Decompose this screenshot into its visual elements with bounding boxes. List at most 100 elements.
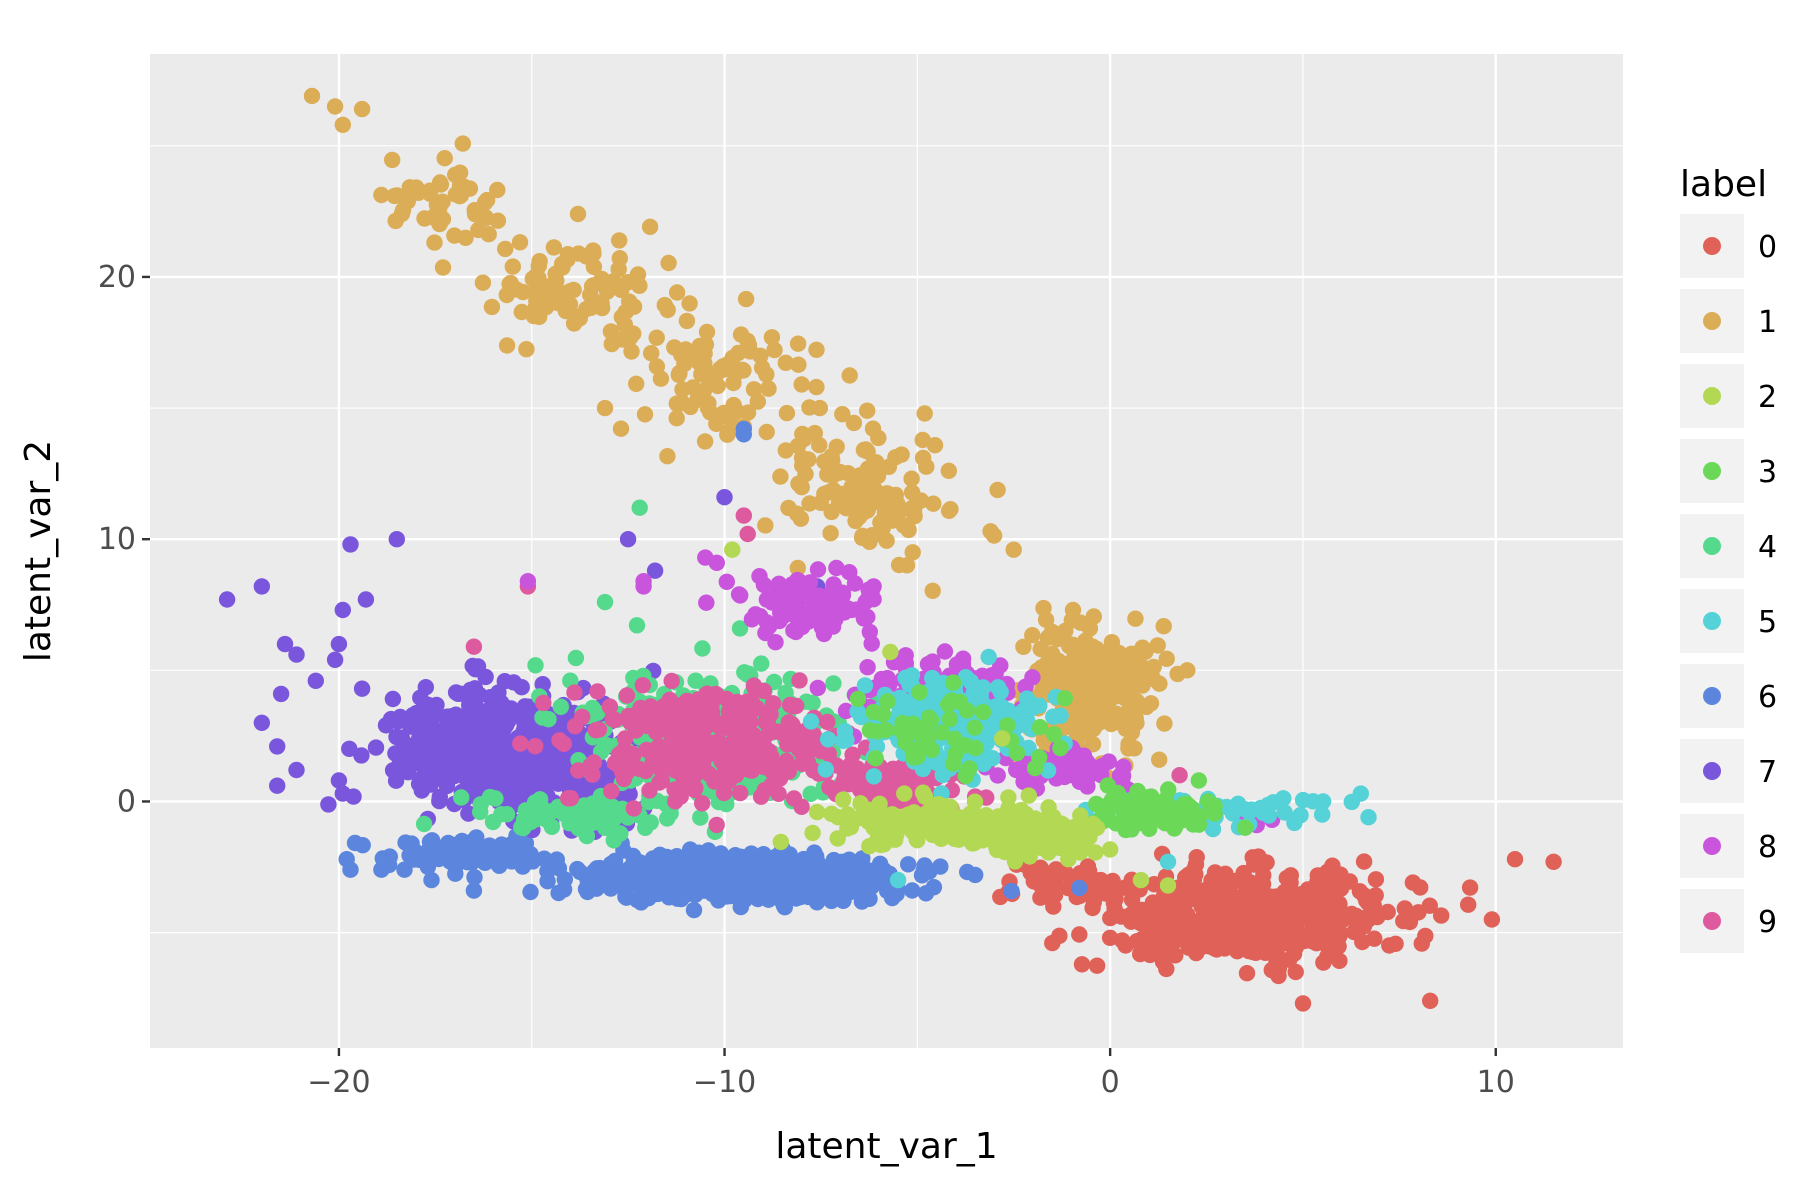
point-label-1 — [585, 245, 602, 262]
point-label-3 — [933, 724, 950, 741]
point-label-0 — [1318, 874, 1335, 891]
point-label-1 — [561, 283, 579, 300]
point-label-1 — [454, 135, 471, 152]
point-label-0 — [1261, 903, 1278, 920]
point-label-1 — [1158, 650, 1175, 667]
point-label-6 — [807, 851, 825, 868]
point-label-3 — [941, 710, 959, 728]
point-label-1 — [497, 240, 514, 258]
point-label-1 — [790, 356, 807, 373]
point-label-2 — [882, 643, 899, 661]
point-label-4 — [753, 655, 770, 672]
point-label-6 — [397, 834, 414, 851]
point-label-1 — [670, 366, 687, 383]
point-label-4 — [472, 803, 489, 821]
point-label-5 — [819, 731, 837, 748]
point-label-3 — [1123, 821, 1140, 838]
point-label-9 — [760, 724, 778, 741]
point-label-3 — [1008, 744, 1026, 762]
point-label-3 — [966, 719, 983, 736]
point-label-8 — [718, 573, 735, 590]
point-label-1 — [698, 323, 716, 341]
point-label-2 — [947, 817, 964, 834]
point-label-0 — [1329, 927, 1346, 944]
point-label-5 — [925, 689, 942, 707]
point-label-1 — [652, 370, 670, 387]
point-label-7 — [505, 674, 522, 691]
point-label-0 — [1310, 926, 1327, 943]
point-label-6 — [761, 870, 778, 887]
point-label-8 — [789, 571, 806, 589]
point-label-8 — [1114, 772, 1131, 789]
point-label-6 — [670, 849, 687, 867]
point-label-9 — [706, 771, 724, 788]
point-label-4 — [567, 649, 585, 667]
point-label-1 — [498, 337, 516, 354]
point-label-5 — [992, 683, 1009, 700]
point-label-1 — [513, 303, 530, 321]
point-label-6 — [730, 871, 748, 888]
point-label-1 — [545, 239, 563, 256]
point-label-9 — [624, 745, 641, 762]
point-label-2 — [1049, 819, 1066, 837]
point-label-5 — [1031, 697, 1048, 714]
point-label-1 — [447, 166, 464, 183]
point-label-1 — [612, 420, 630, 437]
point-label-9 — [604, 710, 621, 728]
point-label-9 — [465, 638, 483, 655]
point-label-8 — [785, 604, 802, 622]
point-label-0 — [1369, 908, 1386, 926]
point-label-2 — [1013, 801, 1030, 819]
point-label-8 — [708, 554, 725, 571]
point-label-7 — [253, 578, 270, 595]
point-label-0 — [1154, 917, 1172, 935]
point-label-3 — [1166, 820, 1183, 837]
point-label-9 — [791, 672, 808, 689]
point-label-2 — [1087, 844, 1104, 861]
point-label-9 — [762, 747, 780, 765]
point-label-6 — [506, 840, 523, 857]
point-label-1 — [777, 354, 794, 371]
point-label-4 — [605, 810, 623, 828]
point-label-7 — [422, 776, 439, 793]
point-label-1 — [925, 495, 942, 512]
legend-label: 7 — [1758, 755, 1777, 790]
y-tick-label: 10 — [98, 522, 136, 557]
point-label-1 — [461, 180, 479, 197]
point-label-6 — [606, 852, 624, 870]
point-label-6 — [850, 882, 868, 899]
point-label-2 — [1159, 877, 1177, 894]
legend-item-6: 6 — [1680, 664, 1777, 728]
x-tick-label: 10 — [1477, 1065, 1515, 1100]
point-label-9 — [686, 781, 703, 799]
point-label-7 — [538, 748, 555, 766]
point-label-4 — [453, 789, 470, 806]
point-label-1 — [737, 290, 755, 308]
point-label-0 — [1331, 952, 1348, 969]
point-label-5 — [900, 694, 917, 711]
point-label-1 — [524, 270, 541, 287]
point-label-1 — [903, 484, 921, 501]
point-label-3 — [957, 767, 974, 785]
point-label-8 — [732, 587, 749, 604]
point-label-8 — [814, 601, 831, 618]
point-label-9 — [721, 752, 738, 770]
point-label-6 — [704, 870, 721, 887]
point-label-8 — [809, 561, 827, 578]
legend-swatch — [1703, 312, 1721, 330]
point-label-7 — [415, 714, 433, 732]
point-label-7 — [417, 754, 434, 771]
point-label-0 — [1324, 857, 1341, 874]
point-label-1 — [841, 367, 858, 384]
point-label-7 — [464, 657, 481, 675]
point-label-6 — [588, 860, 606, 877]
point-label-9 — [603, 783, 620, 800]
point-label-1 — [1126, 740, 1143, 757]
legend-item-9: 9 — [1680, 889, 1777, 953]
point-label-8 — [989, 767, 1006, 784]
series-2-points — [724, 541, 1177, 894]
point-label-1 — [808, 378, 825, 396]
point-label-7 — [367, 739, 385, 756]
point-label-1 — [636, 406, 654, 423]
point-label-6 — [396, 861, 413, 878]
